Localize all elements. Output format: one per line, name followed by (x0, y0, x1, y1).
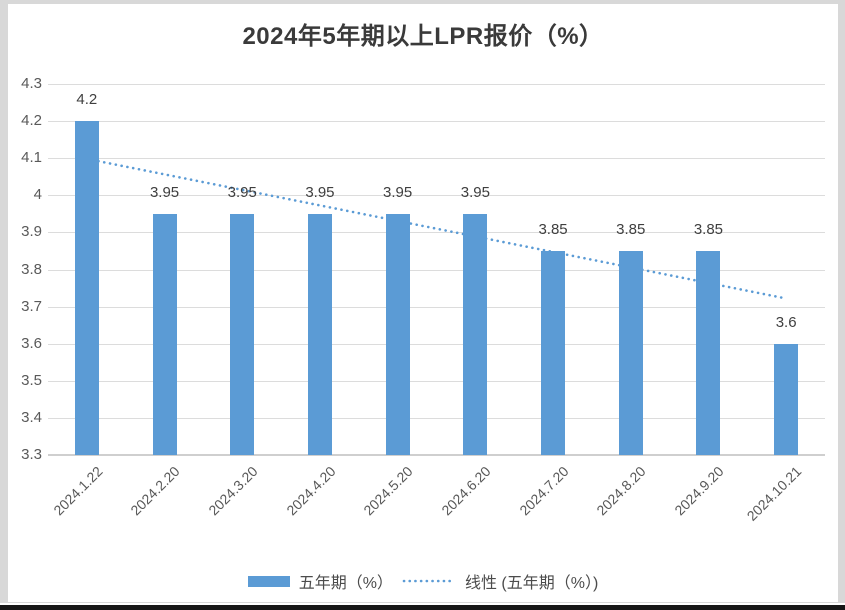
bar (541, 250, 566, 455)
x-tick-label-text: 2024.6.20 (438, 463, 494, 519)
chart-title: 2024年5年期以上LPR报价（%） (242, 23, 604, 50)
plot-area: 4.3 4.2 4.1 4 3.9 3.8 3.7 3.6 3.5 3.4 3.3 4.2 2024.1… (8, 4, 838, 602)
x-tick-label-text: 2024.8.20 (593, 463, 650, 519)
y-tick-label: 4.2 (21, 112, 42, 130)
bar-series-swatch (247, 575, 290, 587)
bar-value-label: 3.95 (305, 183, 335, 201)
gridline (48, 417, 825, 419)
bar (385, 213, 410, 455)
bar-value-label: 3.6 (775, 313, 797, 331)
y-tick-label: 3.4 (21, 408, 42, 426)
y-tick-label: 3.8 (21, 260, 42, 278)
x-tick-label-text: 2024.3.20 (205, 463, 261, 519)
bar-value-label: 4.2 (76, 91, 98, 109)
chart-card: 2024年5年期以上LPR报价（%） 4.3 4.2 4.1 4 3.9 3.8 3.7 3.… (8, 4, 838, 602)
gridline (48, 380, 825, 382)
bar-value-label: 3.85 (616, 220, 646, 238)
y-tick-label: 3.5 (21, 371, 42, 389)
x-tick-label-text: 2024.7.20 (515, 463, 572, 519)
bar (307, 213, 332, 455)
x-tick-label-text: 2024.9.20 (671, 463, 727, 519)
x-tick-label-text: 2024.5.20 (360, 463, 416, 519)
x-tick-label-text: 2024.2.20 (127, 463, 183, 519)
y-tick-label: 4 (33, 186, 42, 204)
x-tick-label-text: 2024.4.20 (282, 463, 339, 519)
bar-value-label: 3.95 (149, 183, 180, 201)
bottom-border-bar (0, 605, 845, 610)
trendline-label: 线性 (五年期（%）) (464, 575, 599, 592)
y-tick-label: 3.6 (21, 334, 42, 352)
y-tick-label: 3.3 (21, 446, 42, 463)
y-tick-label: 3.7 (21, 297, 42, 315)
gridline (48, 121, 825, 123)
x-tick-label-text: 2024.1.22 (49, 463, 106, 519)
bar-value-label: 3.95 (227, 183, 257, 201)
gridline (48, 306, 825, 308)
bar (152, 213, 177, 455)
x-axis-line (48, 454, 825, 456)
x-tick-label-text: 2024.10.21 (743, 463, 805, 524)
y-tick-label: 4.1 (21, 149, 42, 167)
bar-series-label: 五年期（%） (298, 575, 393, 592)
bar (774, 343, 799, 455)
bar (618, 250, 643, 455)
bar-value-label: 3.85 (693, 220, 724, 238)
bar (74, 121, 99, 455)
gridline (48, 343, 825, 345)
y-tick-label: 4.3 (21, 75, 42, 92)
y-tick-label: 3.9 (21, 223, 42, 241)
bar (463, 213, 488, 455)
bar (230, 213, 255, 455)
trendline-swatch (402, 579, 456, 583)
legend: 五年期（%） 线性 (五年期（%）) (8, 570, 838, 592)
gridline (48, 158, 825, 160)
bar (696, 250, 721, 455)
bar-value-label: 3.85 (538, 220, 568, 238)
bar-value-label: 3.95 (383, 183, 413, 201)
gridline (48, 84, 825, 85)
bar-value-label: 3.95 (460, 183, 490, 201)
